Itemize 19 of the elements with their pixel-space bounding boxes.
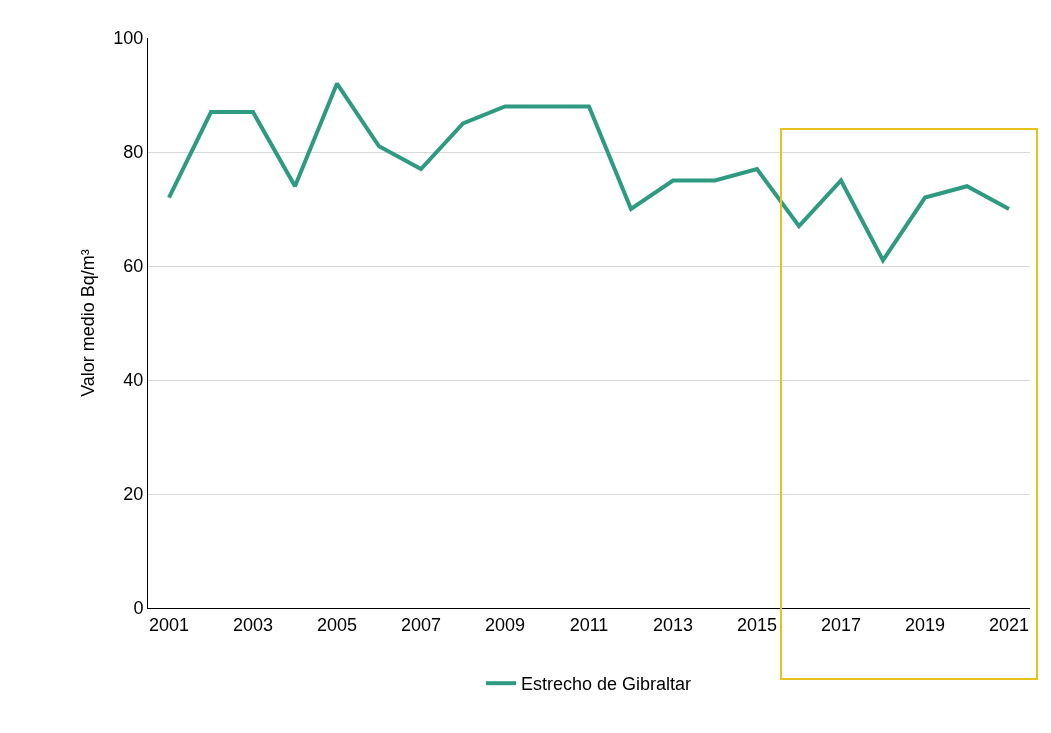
x-tick-label: 2005 — [316, 614, 358, 635]
x-tick-label: 2013 — [652, 614, 694, 635]
x-tick-label: 2003 — [232, 614, 274, 635]
x-tick-label: 2017 — [820, 614, 862, 635]
y-tick-label: 20 — [123, 484, 144, 505]
y-tick-label: 100 — [113, 28, 144, 49]
x-tick-label: 2009 — [484, 614, 526, 635]
x-tick-label: 2011 — [569, 614, 609, 635]
x-tick-label: 2001 — [148, 614, 190, 635]
x-tick-label: 2015 — [736, 614, 778, 635]
y-axis-title: Valor medio Bq/m³ — [77, 249, 98, 397]
y-tick-label: 80 — [123, 142, 144, 163]
x-tick-label: 2019 — [904, 614, 946, 635]
y-tick-label: 0 — [133, 598, 144, 619]
y-tick-label: 40 — [123, 370, 144, 391]
legend-label: Estrecho de Gibraltar — [521, 674, 692, 695]
x-tick-label: 2021 — [988, 614, 1030, 635]
x-tick-label: 2007 — [400, 614, 442, 635]
y-tick-label: 60 — [123, 256, 144, 277]
